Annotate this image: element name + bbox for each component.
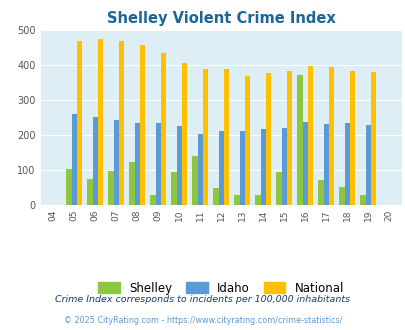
Bar: [134, 123, 139, 205]
Bar: [276, 172, 281, 205]
Bar: [129, 162, 134, 205]
Bar: [286, 71, 292, 205]
Bar: [202, 69, 208, 205]
Bar: [344, 123, 349, 205]
Bar: [370, 72, 375, 205]
Legend: Shelley, Idaho, National: Shelley, Idaho, National: [94, 277, 348, 299]
Bar: [365, 125, 370, 205]
Bar: [223, 69, 228, 205]
Bar: [119, 41, 124, 205]
Bar: [328, 67, 333, 205]
Bar: [260, 129, 265, 205]
Bar: [318, 180, 323, 205]
Text: © 2025 CityRating.com - https://www.cityrating.com/crime-statistics/: © 2025 CityRating.com - https://www.city…: [64, 316, 341, 325]
Bar: [349, 71, 354, 205]
Bar: [181, 63, 187, 205]
Bar: [113, 120, 119, 205]
Bar: [234, 195, 239, 205]
Bar: [307, 66, 312, 205]
Text: Crime Index corresponds to incidents per 100,000 inhabitants: Crime Index corresponds to incidents per…: [55, 295, 350, 304]
Bar: [255, 195, 260, 205]
Bar: [281, 128, 286, 205]
Bar: [66, 169, 71, 205]
Bar: [302, 122, 307, 205]
Bar: [239, 131, 244, 205]
Bar: [71, 114, 77, 205]
Bar: [218, 131, 223, 205]
Title: Shelley Violent Crime Index: Shelley Violent Crime Index: [107, 11, 335, 26]
Bar: [197, 134, 202, 205]
Bar: [92, 117, 98, 205]
Bar: [176, 125, 181, 205]
Bar: [139, 46, 145, 205]
Bar: [244, 76, 249, 205]
Bar: [171, 172, 176, 205]
Bar: [77, 41, 82, 205]
Bar: [360, 195, 365, 205]
Bar: [192, 156, 197, 205]
Bar: [323, 124, 328, 205]
Bar: [98, 39, 103, 205]
Bar: [108, 171, 113, 205]
Bar: [160, 53, 166, 205]
Bar: [297, 75, 302, 205]
Bar: [150, 195, 155, 205]
Bar: [213, 188, 218, 205]
Bar: [155, 123, 160, 205]
Bar: [339, 187, 344, 205]
Bar: [87, 179, 92, 205]
Bar: [265, 73, 271, 205]
